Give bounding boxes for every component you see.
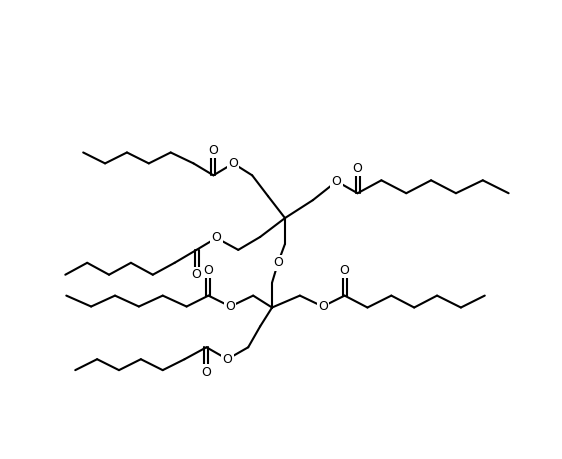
Text: O: O [203,264,214,277]
Text: O: O [318,300,328,313]
Text: O: O [211,231,221,245]
Text: O: O [223,353,232,366]
Text: O: O [339,264,350,277]
Text: O: O [273,256,283,269]
Text: O: O [228,157,238,170]
Text: O: O [225,300,235,313]
Text: O: O [202,366,211,379]
Text: O: O [352,162,362,175]
Text: O: O [332,175,342,188]
Text: O: O [209,144,219,157]
Text: O: O [192,268,201,281]
